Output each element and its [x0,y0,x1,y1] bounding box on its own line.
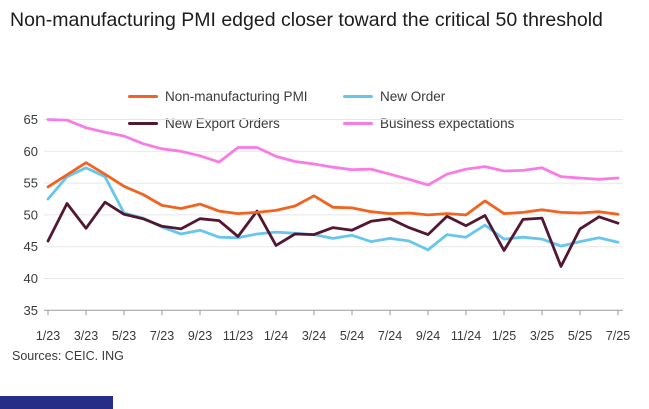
x-axis-label: 11/23 [223,329,253,343]
legend-item-non-manufacturing-pmi: Non-manufacturing PMI [128,89,343,104]
footer-brand-bar [0,396,113,409]
x-axis-label: 3/24 [302,329,326,343]
legend-line-swatch-icon [343,122,373,125]
y-axis-label: 50 [24,207,38,222]
x-axis-label: 1/23 [36,329,60,343]
x-axis-label: 7/24 [378,329,402,343]
y-axis-label: 45 [24,239,38,254]
y-axis-label: 40 [24,271,38,286]
x-axis-label: 5/25 [568,329,592,343]
series-line-new-order [46,166,620,252]
y-axis-label: 65 [24,112,38,127]
x-axis-label: 5/24 [340,329,364,343]
x-axis-label: 1/25 [492,329,516,343]
x-axis-label: 11/24 [451,329,481,343]
x-axis-label: 9/23 [188,329,212,343]
page-title: Non-manufacturing PMI edged closer towar… [10,9,603,31]
y-axis-label: 60 [24,144,38,159]
legend-label: Non-manufacturing PMI [165,89,308,104]
x-axis-label: 7/25 [606,329,630,343]
x-axis-label: 5/23 [112,329,136,343]
x-axis-label: 3/25 [530,329,554,343]
legend-item-new-order: New Order [343,89,514,104]
source-note: Sources: CEIC. ING [12,349,124,363]
x-axis-label: 7/23 [150,329,174,343]
legend-line-swatch-icon [343,95,373,98]
pmi-line-chart: 35 40 45 50 55 60 65 1/23 3/23 5/23 7/23 9/23 11/23 1… [24,112,631,343]
y-axis-label: 35 [24,303,38,318]
x-axis-label: 1/24 [264,329,288,343]
x-axis-label: 3/23 [74,329,98,343]
series-line-new-export-orders [46,200,620,268]
series-line-non-manufacturing-pmi [46,161,620,217]
legend-line-swatch-icon [128,95,158,98]
series-line-business-expectations [46,118,620,187]
x-axis-label: 9/24 [416,329,440,343]
y-axis-label: 55 [24,176,38,191]
legend-line-swatch-icon [128,122,158,125]
legend-label: New Order [380,89,446,104]
